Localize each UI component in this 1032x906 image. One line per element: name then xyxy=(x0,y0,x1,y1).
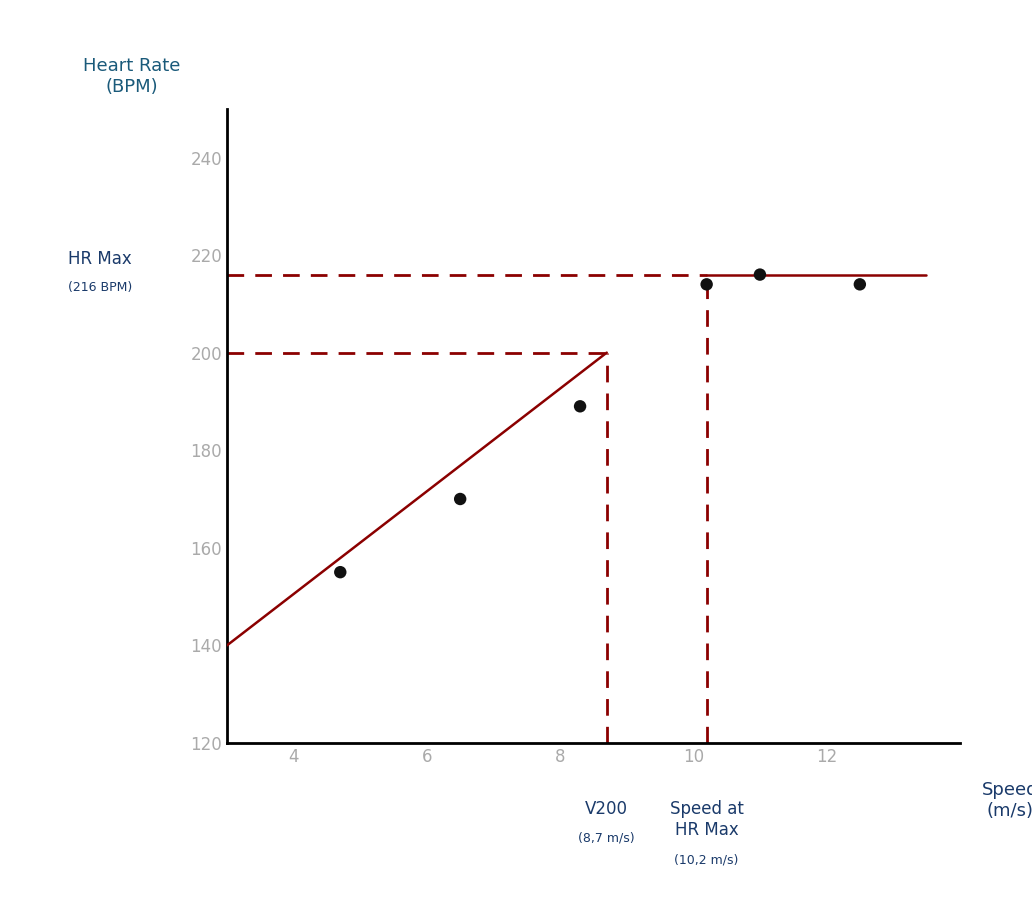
Text: V200: V200 xyxy=(585,800,628,818)
Text: (8,7 m/s): (8,7 m/s) xyxy=(578,832,635,844)
Point xyxy=(572,399,588,413)
Point xyxy=(452,492,469,506)
Text: (10,2 m/s): (10,2 m/s) xyxy=(675,853,739,867)
Point xyxy=(332,565,349,580)
Text: Speed
(m/s): Speed (m/s) xyxy=(981,781,1032,820)
Text: Heart Rate
(BPM): Heart Rate (BPM) xyxy=(84,57,181,96)
Point xyxy=(699,277,715,292)
Point xyxy=(851,277,868,292)
Text: (216 BPM): (216 BPM) xyxy=(67,281,132,294)
Text: HR Max: HR Max xyxy=(68,250,132,268)
Point xyxy=(751,267,768,282)
Text: Speed at
HR Max: Speed at HR Max xyxy=(670,800,744,839)
